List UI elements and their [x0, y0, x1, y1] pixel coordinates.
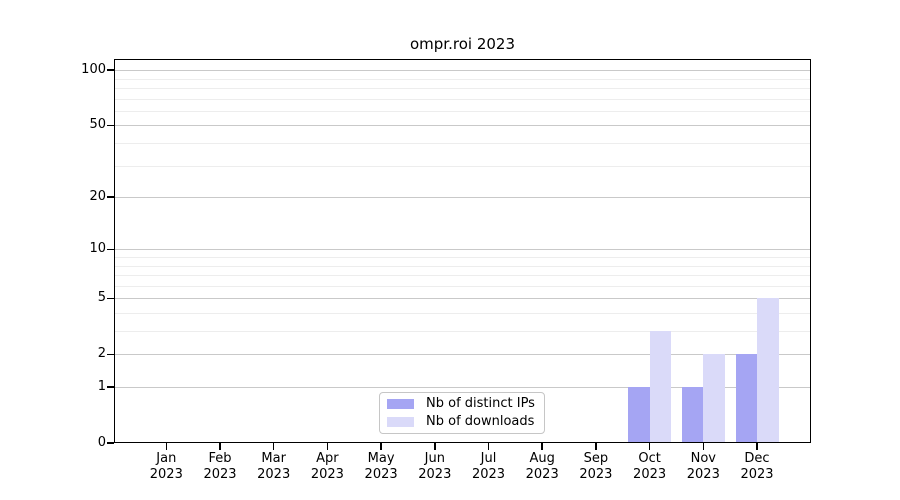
gridline-minor [114, 78, 811, 80]
gridline-minor [114, 88, 811, 89]
y-tick-mark [107, 386, 114, 388]
legend-label: Nb of distinct IPs [426, 396, 535, 411]
x-tick-mark [487, 443, 490, 450]
legend-swatch [387, 417, 414, 427]
bar [735, 354, 757, 443]
bar [628, 387, 650, 443]
gridline-minor [114, 265, 811, 267]
x-tick-mark [326, 443, 329, 450]
gridline-minor [114, 275, 811, 277]
gridline-minor [114, 256, 811, 258]
x-tick-mark [541, 443, 543, 450]
x-tick-label: Sep 2023 [579, 451, 613, 482]
y-tick-label: 5 [97, 290, 106, 306]
gridline-major [114, 298, 811, 300]
x-tick-mark [648, 443, 651, 450]
gridline-minor [114, 143, 811, 144]
gridline-minor [114, 165, 811, 167]
x-tick-label: Jan 2023 [149, 451, 183, 482]
gridline-minor [114, 331, 811, 332]
y-tick-label: 10 [89, 241, 106, 257]
bar [757, 298, 779, 443]
x-tick-mark [434, 443, 436, 450]
gridline-major [114, 125, 811, 127]
x-tick-label: Oct 2023 [633, 451, 667, 482]
gridline-minor [114, 285, 811, 287]
bar [649, 331, 672, 443]
y-tick-mark [107, 196, 114, 198]
x-tick-mark [702, 443, 705, 450]
y-tick-mark [107, 69, 114, 71]
y-tick-label: 0 [97, 435, 106, 450]
gridline-minor [114, 312, 811, 314]
x-tick-mark [595, 443, 597, 450]
legend-swatch [387, 399, 414, 409]
gridline-major [114, 70, 811, 72]
y-tick-label: 2 [97, 346, 106, 362]
y-tick-mark [107, 353, 114, 355]
legend-label: Nb of downloads [426, 414, 535, 429]
x-tick-label: Jul 2023 [471, 451, 506, 482]
x-tick-label: Aug 2023 [525, 451, 559, 482]
x-tick-label: May 2023 [364, 451, 398, 482]
x-tick-label: Jun 2023 [418, 451, 452, 482]
gridline-major [114, 387, 811, 388]
y-tick-label: 50 [89, 117, 106, 133]
y-tick-mark [107, 124, 114, 127]
y-tick-label: 1 [97, 379, 106, 394]
y-tick-mark [107, 442, 114, 444]
x-tick-mark [219, 443, 221, 450]
y-tick-label: 20 [89, 189, 106, 205]
x-tick-mark [165, 443, 168, 450]
x-tick-label: Feb 2023 [203, 451, 237, 482]
x-tick-mark [380, 443, 382, 450]
legend: Nb of distinct IPs Nb of downloads [379, 392, 545, 434]
chart-title: ompr.roi 2023 [410, 35, 515, 53]
x-tick-label: Dec 2023 [740, 451, 774, 482]
x-tick-label: Apr 2023 [310, 451, 344, 482]
gridline-minor [114, 98, 811, 100]
y-tick-mark [107, 297, 114, 299]
y-tick-mark [107, 248, 114, 251]
gridline-major [114, 354, 811, 356]
x-tick-label: Mar 2023 [257, 451, 291, 482]
x-tick-mark [756, 443, 758, 450]
gridline-major [114, 249, 811, 251]
bar [703, 354, 725, 443]
x-tick-mark [272, 443, 275, 450]
bar [681, 387, 704, 443]
legend-item: Nb of downloads [387, 415, 544, 429]
legend-item: Nb of distinct IPs [387, 397, 544, 411]
gridline-major [114, 197, 811, 199]
plot-area [114, 59, 811, 443]
gridline-minor [114, 110, 811, 112]
y-tick-label: 100 [81, 62, 106, 78]
x-tick-label: Nov 2023 [686, 451, 720, 482]
